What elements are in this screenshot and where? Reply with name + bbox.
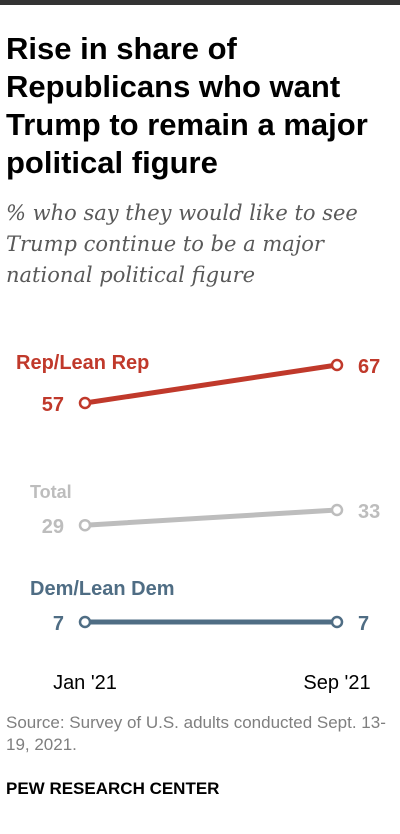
rep-lean-rep-value-label-1: 67 (358, 356, 380, 378)
total-series-label: Total (30, 482, 72, 502)
x-tick-label-0: Jan '21 (53, 672, 117, 694)
dem-lean-dem-point-0 (78, 615, 92, 629)
top-rule (0, 0, 400, 5)
dem-lean-dem-series-label: Dem/Lean Dem (30, 578, 175, 600)
dem-lean-dem-point-1 (330, 615, 344, 629)
chart-title: Rise in share of Republicans who want Tr… (6, 31, 368, 180)
dem-lean-dem-value-label-1: 7 (358, 613, 369, 635)
rep-lean-rep-value-label-0: 57 (42, 394, 64, 416)
chart-subtitle: % who say they would like to see Trump c… (6, 201, 358, 287)
x-tick-label-1: Sep '21 (303, 672, 370, 694)
rep-lean-rep-point-0 (78, 396, 92, 410)
total-line (82, 507, 340, 528)
source-note: Source: Survey of U.S. adults conducted … (6, 713, 386, 754)
rep-lean-rep-series-label: Rep/Lean Rep (16, 352, 149, 374)
total-point-1 (330, 503, 344, 517)
rep-lean-rep-line (82, 362, 340, 406)
dem-lean-dem-value-label-0: 7 (53, 613, 64, 635)
total-point-0 (78, 518, 92, 532)
total-value-label-0: 29 (42, 516, 64, 538)
total-value-label-1: 33 (358, 501, 380, 523)
line-chart: 57 67 Rep/Lean Rep 29 33 Total 7 7 Dem/Lean Dem J… (16, 352, 380, 694)
rep-lean-rep-point-1 (330, 358, 344, 372)
organization-label: PEW RESEARCH CENTER (6, 779, 220, 798)
